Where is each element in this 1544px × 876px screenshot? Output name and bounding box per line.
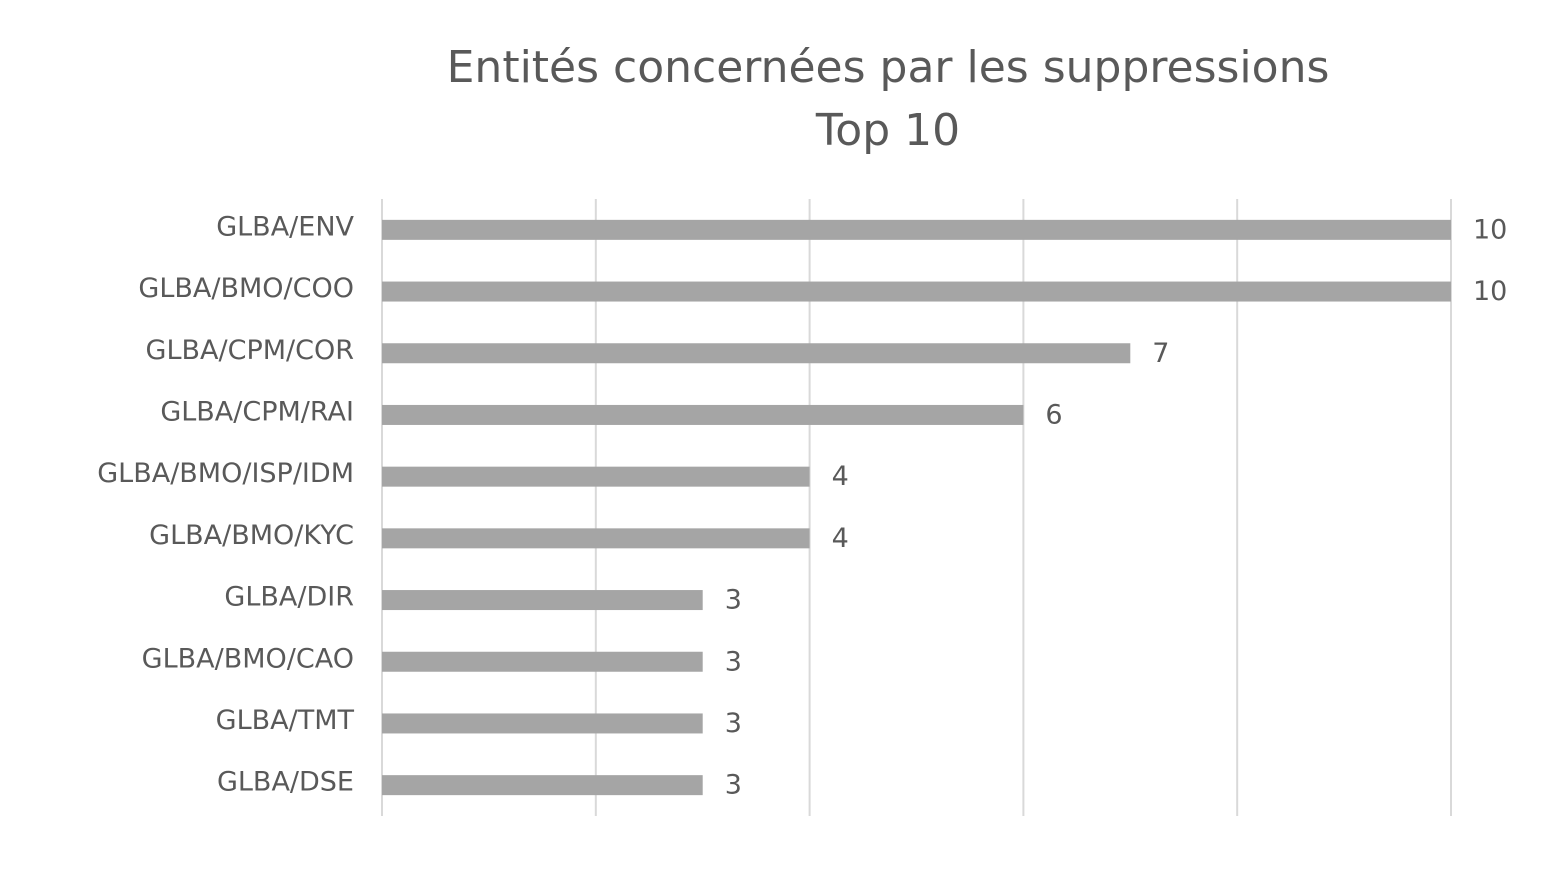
bar (382, 590, 703, 611)
data-label: 4 (832, 461, 849, 492)
bar (382, 343, 1131, 364)
y-tick-label: GLBA/BMO/CAO (142, 643, 354, 674)
data-label: 6 (1045, 399, 1062, 430)
bar (382, 466, 810, 487)
data-label: 3 (725, 770, 742, 801)
y-tick-label: GLBA/BMO/COO (138, 273, 354, 304)
y-tick-label: GLBA/TMT (216, 705, 355, 736)
y-tick-label: GLBA/BMO/KYC (149, 520, 354, 551)
data-label: 3 (725, 708, 742, 739)
bar (382, 651, 703, 672)
data-label: 10 (1473, 276, 1507, 307)
data-label: 3 (725, 585, 742, 616)
bar (382, 713, 703, 734)
data-label: 4 (832, 523, 849, 554)
y-tick-label: GLBA/CPM/COR (146, 335, 354, 366)
data-label: 3 (725, 646, 742, 677)
bar (382, 281, 1451, 302)
y-tick-label: GLBA/DIR (224, 582, 354, 613)
y-tick-label: GLBA/DSE (217, 767, 354, 798)
chart-subtitle: Top 10 (815, 105, 960, 156)
data-label: 7 (1152, 338, 1169, 369)
y-tick-label: GLBA/CPM/RAI (160, 396, 354, 427)
bar (382, 404, 1024, 425)
bar (382, 528, 810, 549)
y-tick-label: GLBA/ENV (216, 211, 354, 242)
bar (382, 219, 1451, 240)
data-label: 10 (1473, 214, 1507, 245)
bar (382, 775, 703, 796)
y-tick-label: GLBA/BMO/ISP/IDM (97, 458, 354, 489)
chart-title: Entités concernées par les suppressions (447, 42, 1330, 93)
